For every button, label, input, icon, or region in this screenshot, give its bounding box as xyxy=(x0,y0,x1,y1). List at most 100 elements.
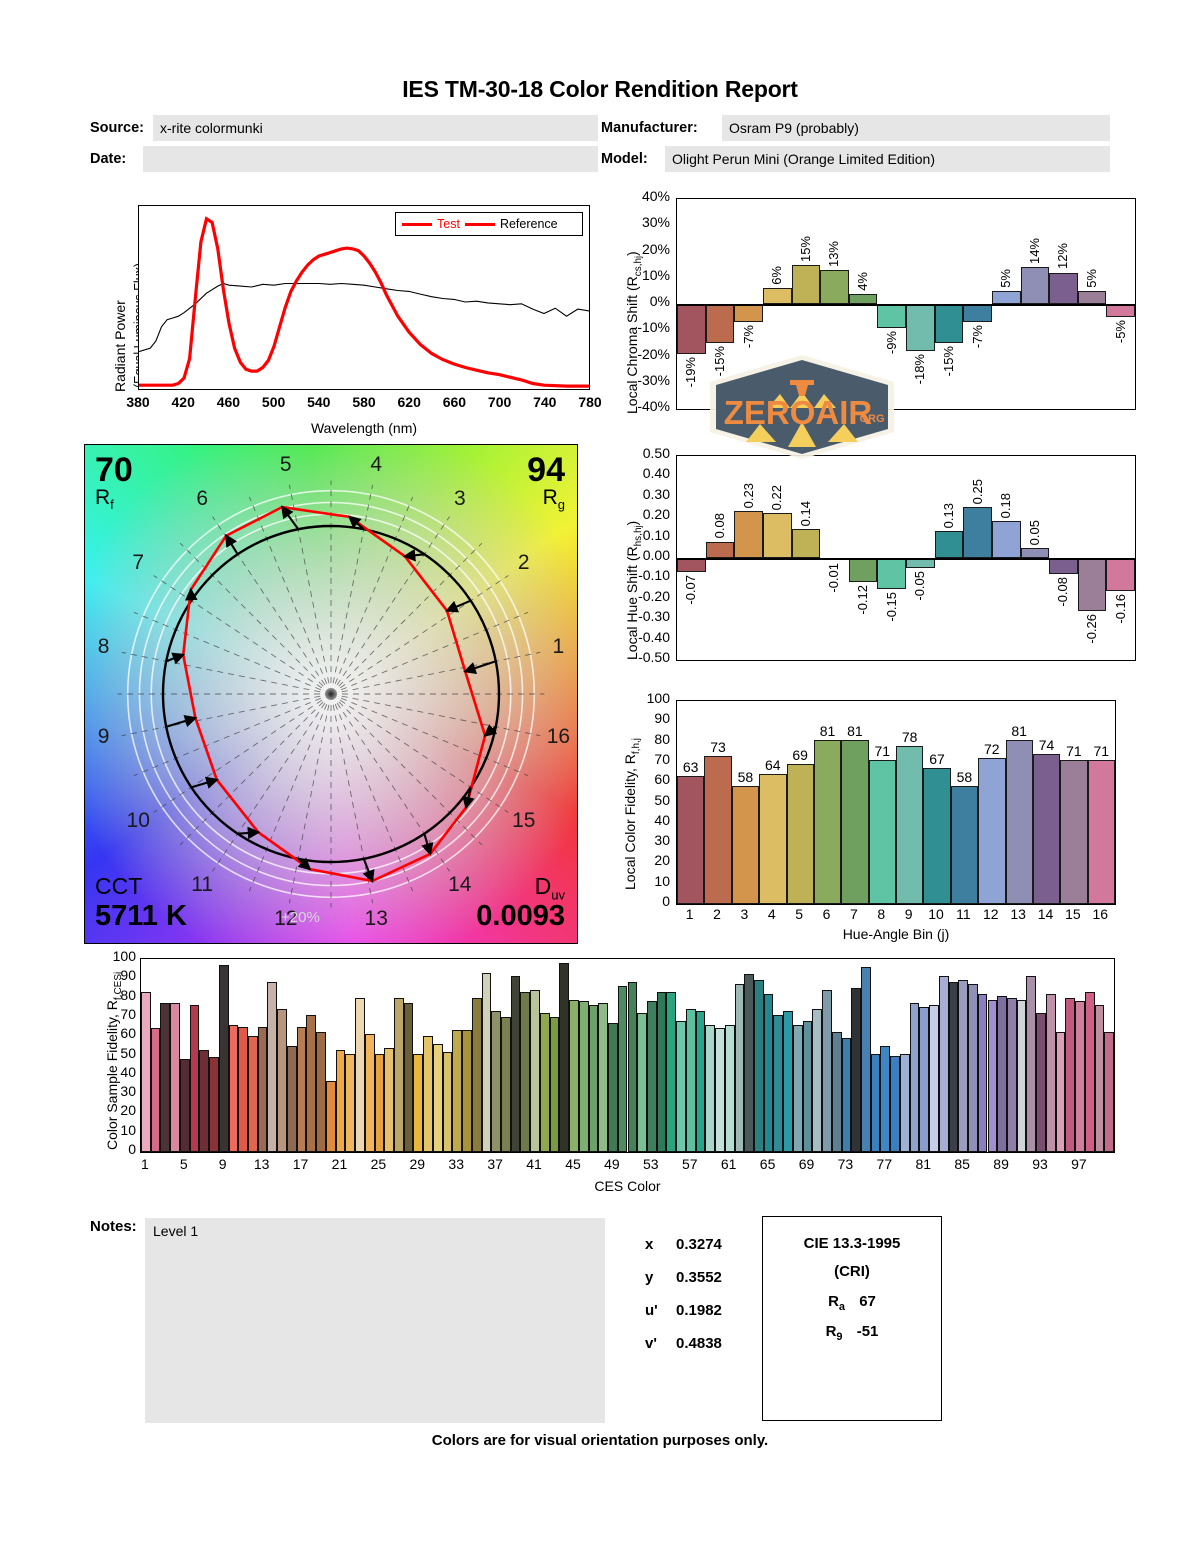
bar-bin-16 xyxy=(1106,304,1135,318)
ces-bar-52 xyxy=(637,1013,647,1152)
bar-label-bin-7: -0.12 xyxy=(855,585,871,616)
manufacturer-value[interactable]: Osram P9 (probably) xyxy=(722,115,1110,141)
spd-xtick: 380 xyxy=(126,394,150,410)
local-chroma-shift-ytick: 0% xyxy=(649,293,670,309)
fidelity-xtick: 7 xyxy=(850,906,858,922)
fidelity-xtick: 11 xyxy=(956,906,971,922)
test-line-swatch xyxy=(402,222,432,226)
bar-bin-3 xyxy=(734,511,763,558)
fidelity-label-bin-8: 71 xyxy=(874,742,891,759)
local-hue-shift-ytick: -0.50 xyxy=(638,649,670,665)
bar-label-bin-7: 4% xyxy=(855,271,871,291)
notes-text: Level 1 xyxy=(153,1223,199,1239)
fidelity-label-bin-6: 81 xyxy=(819,722,836,739)
ces-bar-63 xyxy=(744,974,754,1152)
fidelity-bar-bin-3 xyxy=(731,786,760,904)
ces-bar-84 xyxy=(948,982,959,1152)
ces-bar-28 xyxy=(403,1003,414,1152)
fidelity-xtick: 12 xyxy=(983,906,999,922)
bar-label-bin-4: 6% xyxy=(769,266,785,286)
local-chroma-shift-ytick: -20% xyxy=(637,345,670,362)
ces-bar-53 xyxy=(646,1001,657,1152)
fidelity-xtick: 3 xyxy=(740,906,749,922)
ces-bar-13 xyxy=(257,1026,268,1152)
spd-curve-test xyxy=(139,216,589,388)
bar-bin-1 xyxy=(677,304,706,354)
fidelity-ytick: 90 xyxy=(654,710,670,727)
ces-bar-85 xyxy=(958,980,969,1152)
fidelity-label-bin-7: 81 xyxy=(847,722,863,739)
ces-bar-33 xyxy=(452,1030,463,1152)
ces-bar-77 xyxy=(880,1045,891,1152)
fidelity-ytick: 10 xyxy=(654,872,670,889)
fidelity-label-bin-10: 67 xyxy=(929,751,945,767)
bar-bin-14 xyxy=(1049,558,1078,575)
ces-xtick: 1 xyxy=(140,1156,149,1172)
model-value[interactable]: Olight Perun Mini (Orange Limited Editio… xyxy=(665,146,1110,172)
cvg-bin-5: 5 xyxy=(279,452,292,476)
ces-bar-37 xyxy=(491,1011,501,1152)
bar-bin-4 xyxy=(762,513,792,558)
cvg-bin-14: 14 xyxy=(448,872,472,896)
spd-xtick: 540 xyxy=(307,394,331,410)
fidelity-bar-bin-12 xyxy=(978,757,1006,904)
ces-bar-10 xyxy=(228,1024,239,1152)
ces-bar-91 xyxy=(1016,999,1027,1152)
bar-bin-7 xyxy=(848,293,878,304)
notes-box[interactable]: Level 1 xyxy=(145,1218,605,1423)
duv-value: 0.0093 xyxy=(476,900,565,932)
local-hue-shift-ytick: -0.30 xyxy=(638,608,670,625)
ces-bar-50 xyxy=(617,986,628,1152)
bar-bin-5 xyxy=(791,264,821,304)
ces-bar-86 xyxy=(968,984,978,1152)
ces-bar-65 xyxy=(763,993,774,1152)
bar-label-bin-11: 0.25 xyxy=(969,478,985,504)
ces-ytick: 60 xyxy=(120,1025,136,1042)
fidelity-label-bin-13: 81 xyxy=(1011,722,1027,739)
fidelity-xtick: 9 xyxy=(904,906,913,922)
ces-xtick: 57 xyxy=(681,1156,698,1172)
date-value[interactable] xyxy=(143,146,598,172)
fidelity-label-bin-15: 71 xyxy=(1066,742,1082,759)
ces-bar-58 xyxy=(695,1011,706,1152)
fidelity-xtick: 13 xyxy=(1010,906,1026,922)
bar-label-bin-14: 12% xyxy=(1055,243,1071,270)
bar-bin-10 xyxy=(934,304,964,344)
ces-ytick: 70 xyxy=(120,1005,136,1022)
bar-bin-11 xyxy=(963,304,992,323)
ces-xtick: 73 xyxy=(837,1156,854,1172)
spd-legend: Test Reference xyxy=(395,212,583,236)
cie-symbol-y: y xyxy=(645,1269,654,1286)
cri-ra-row: Ra 67 xyxy=(828,1293,876,1313)
ces-bar-60 xyxy=(715,1028,725,1152)
cie-value-u': 0.1982 xyxy=(676,1302,722,1319)
ces-bar-57 xyxy=(685,1009,696,1152)
cvg-bin-12: 12 xyxy=(274,907,298,931)
ces-bar-68 xyxy=(792,1024,803,1152)
ces-xtick: 5 xyxy=(179,1156,188,1172)
cie-value-v': 0.4838 xyxy=(676,1335,722,1352)
source-value[interactable]: x-rite colormunki xyxy=(153,115,598,141)
local-color-fidelity-plot: 63 73 58 64 69 81 81 71 78 67 58 72 81 74 71 71 xyxy=(676,700,1116,905)
bar-label-bin-10: 0.13 xyxy=(940,503,956,529)
spd-xtick: 620 xyxy=(397,394,421,410)
fidelity-label-bin-3: 58 xyxy=(737,769,754,786)
fidelity-xlabel: Hue-Angle Bin (j) xyxy=(842,926,950,942)
ces-bar-90 xyxy=(1006,997,1017,1152)
ces-bar-9 xyxy=(218,964,229,1152)
bar-label-bin-2: 0.08 xyxy=(711,513,727,539)
bar-label-bin-14: -0.08 xyxy=(1055,577,1071,607)
ces-bar-82 xyxy=(929,1005,939,1152)
ces-xtick: 25 xyxy=(370,1156,387,1172)
local-hue-shift-ytick: -0.20 xyxy=(638,587,670,604)
bar-bin-3 xyxy=(734,304,763,323)
cvg-bin-8: 8 xyxy=(97,634,110,658)
fidelity-bar-bin-16 xyxy=(1087,759,1115,904)
watermark-suffix: ORG xyxy=(859,413,884,425)
ces-bar-41 xyxy=(530,989,540,1152)
bar-label-bin-1: -0.07 xyxy=(683,575,699,605)
ces-bar-95 xyxy=(1055,1032,1066,1152)
cvg-bin-11: 11 xyxy=(191,872,214,896)
ces-bar-70 xyxy=(812,1009,823,1152)
